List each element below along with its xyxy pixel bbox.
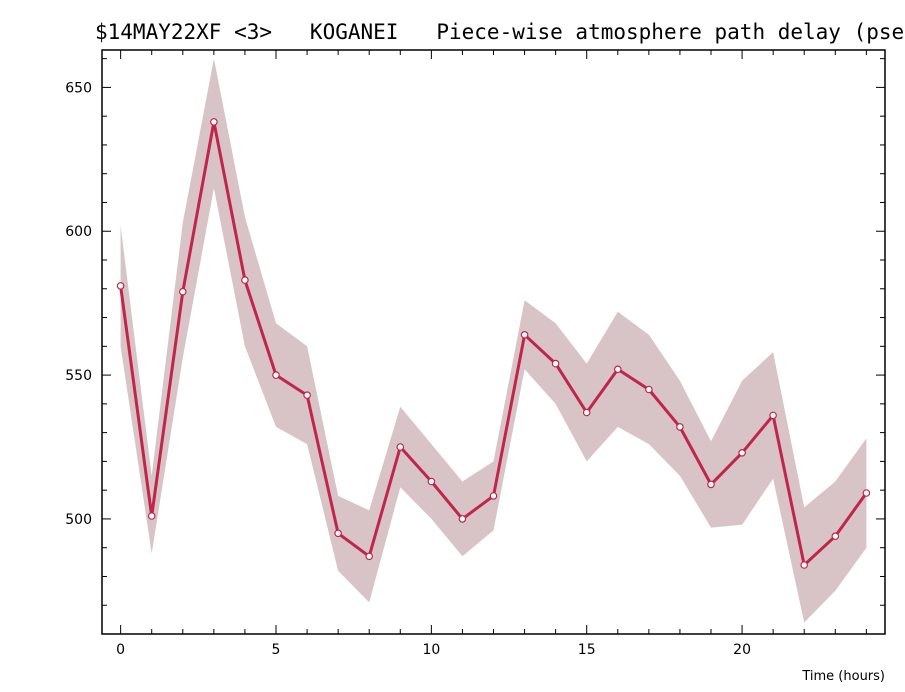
data-point [116, 282, 125, 290]
data-point [645, 385, 653, 394]
y-tick-label: 600 [65, 224, 92, 240]
data-point [489, 492, 498, 500]
data-point [365, 552, 374, 561]
x-tick-label: 0 [116, 642, 125, 658]
data-point [769, 411, 777, 420]
x-tick-label: 15 [578, 642, 596, 658]
x-tick-label: 5 [272, 642, 281, 658]
data-point [800, 561, 809, 569]
data-point [458, 515, 467, 523]
data-point [862, 489, 871, 497]
data-point [396, 443, 405, 451]
y-tick-label: 500 [65, 512, 92, 528]
data-point [831, 532, 840, 541]
data-point [241, 276, 249, 284]
y-tick-label: 550 [65, 368, 92, 384]
data-point [147, 512, 156, 520]
data-point [427, 477, 436, 486]
x-tick-label: 10 [422, 642, 440, 658]
data-point [334, 529, 342, 538]
data-point [738, 448, 746, 457]
data-point [707, 480, 715, 489]
data-point [272, 371, 280, 379]
data-point [303, 391, 311, 400]
data-point [676, 423, 684, 431]
data-point [210, 118, 218, 126]
data-point [613, 365, 622, 374]
x-tick-label: 20 [733, 642, 751, 658]
data-point [179, 287, 187, 296]
y-tick-label: 650 [65, 80, 92, 96]
uncertainty-band [120, 58, 867, 623]
chart-title: $14MAY22XF <3> KOGANEI Piece-wise atmosp… [95, 20, 905, 44]
data-point [551, 359, 560, 368]
data-point [582, 408, 591, 417]
data-point [520, 330, 529, 339]
x-axis-label: Time (hours) [801, 669, 885, 684]
